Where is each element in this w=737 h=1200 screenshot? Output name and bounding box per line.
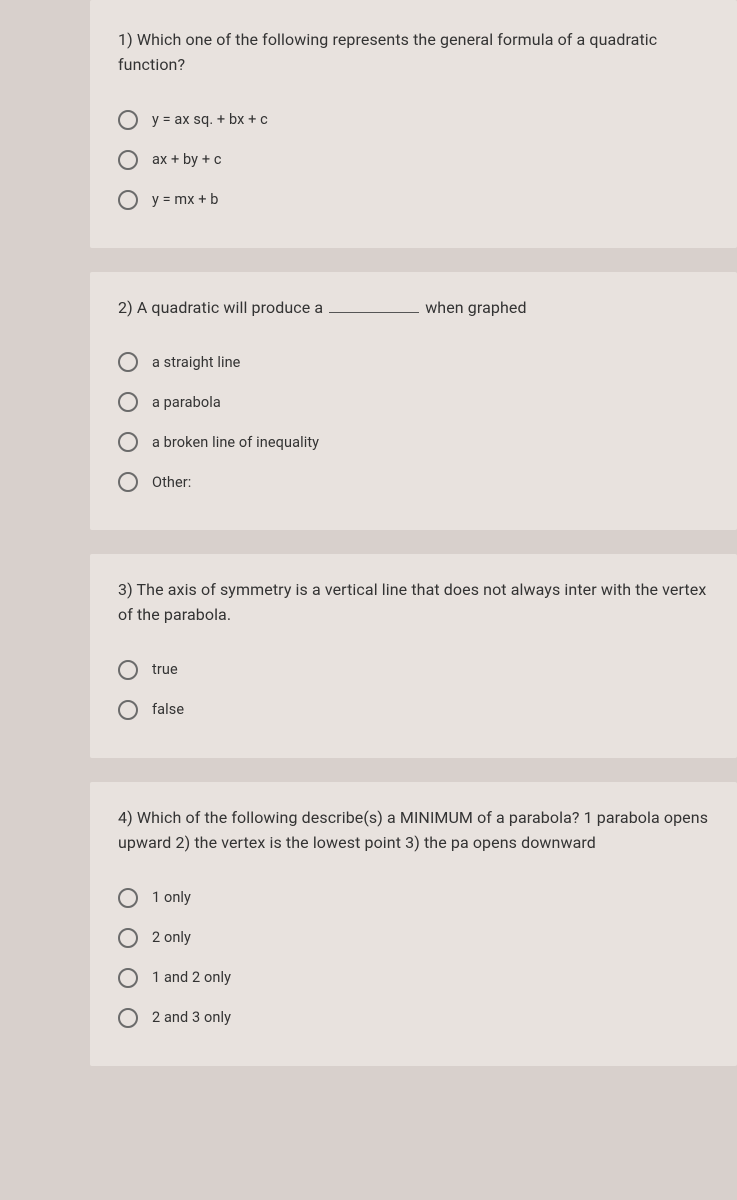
radio-icon[interactable] bbox=[118, 190, 138, 210]
option-row[interactable]: 2 and 3 only bbox=[118, 998, 709, 1038]
option-row[interactable]: y = ax sq. + bx + c bbox=[118, 100, 709, 140]
question-text-before: 2) A quadratic will produce a bbox=[118, 298, 323, 317]
radio-icon[interactable] bbox=[118, 352, 138, 372]
question-card-1: 1) Which one of the following represents… bbox=[90, 0, 737, 248]
radio-icon[interactable] bbox=[118, 150, 138, 170]
option-label: 2 only bbox=[152, 929, 191, 946]
question-text: 2) A quadratic will produce a when graphe… bbox=[118, 296, 709, 321]
option-label: 2 and 3 only bbox=[152, 1009, 231, 1026]
options-list: a straight line a parabola a broken line o… bbox=[118, 342, 709, 502]
question-card-4: 4) Which of the following describe(s) a … bbox=[90, 782, 737, 1066]
option-row[interactable]: a broken line of inequality bbox=[118, 422, 709, 462]
option-row[interactable]: false bbox=[118, 690, 709, 730]
radio-icon[interactable] bbox=[118, 700, 138, 720]
option-row[interactable]: a parabola bbox=[118, 382, 709, 422]
question-text: 3) The axis of symmetry is a vertical li… bbox=[118, 578, 709, 628]
options-list: true false bbox=[118, 650, 709, 730]
option-label: 1 and 2 only bbox=[152, 969, 231, 986]
radio-icon[interactable] bbox=[118, 110, 138, 130]
radio-icon[interactable] bbox=[118, 1008, 138, 1028]
option-label: a broken line of inequality bbox=[152, 434, 319, 451]
option-row[interactable]: Other: bbox=[118, 462, 709, 502]
option-label: y = ax sq. + bx + c bbox=[152, 111, 268, 128]
question-card-2: 2) A quadratic will produce a when graphe… bbox=[90, 272, 737, 531]
option-row[interactable]: a straight line bbox=[118, 342, 709, 382]
option-label: y = mx + b bbox=[152, 191, 218, 208]
option-row[interactable]: 2 only bbox=[118, 918, 709, 958]
options-list: y = ax sq. + bx + c ax + by + c y = mx + b bbox=[118, 100, 709, 220]
radio-icon[interactable] bbox=[118, 888, 138, 908]
options-list: 1 only 2 only 1 and 2 only 2 and 3 only bbox=[118, 878, 709, 1038]
radio-icon[interactable] bbox=[118, 968, 138, 988]
option-label: ax + by + c bbox=[152, 151, 222, 168]
radio-icon[interactable] bbox=[118, 660, 138, 680]
question-text-after: when graphed bbox=[425, 298, 526, 317]
option-label: 1 only bbox=[152, 889, 191, 906]
question-text: 4) Which of the following describe(s) a … bbox=[118, 806, 709, 856]
content-wrapper: 1) Which one of the following represents… bbox=[0, 0, 737, 1200]
option-label: a parabola bbox=[152, 394, 221, 411]
radio-icon[interactable] bbox=[118, 472, 138, 492]
page-container: 1) Which one of the following represents… bbox=[0, 0, 737, 1200]
option-row[interactable]: true bbox=[118, 650, 709, 690]
radio-icon[interactable] bbox=[118, 432, 138, 452]
option-label: a straight line bbox=[152, 354, 240, 371]
option-label: false bbox=[152, 701, 184, 718]
option-row[interactable]: 1 only bbox=[118, 878, 709, 918]
radio-icon[interactable] bbox=[118, 392, 138, 412]
option-row[interactable]: ax + by + c bbox=[118, 140, 709, 180]
question-text: 1) Which one of the following represents… bbox=[118, 28, 709, 78]
option-row[interactable]: 1 and 2 only bbox=[118, 958, 709, 998]
fill-blank bbox=[329, 297, 419, 313]
option-label: Other: bbox=[152, 474, 191, 491]
option-label: true bbox=[152, 661, 178, 678]
option-row[interactable]: y = mx + b bbox=[118, 180, 709, 220]
radio-icon[interactable] bbox=[118, 928, 138, 948]
question-card-3: 3) The axis of symmetry is a vertical li… bbox=[90, 554, 737, 758]
